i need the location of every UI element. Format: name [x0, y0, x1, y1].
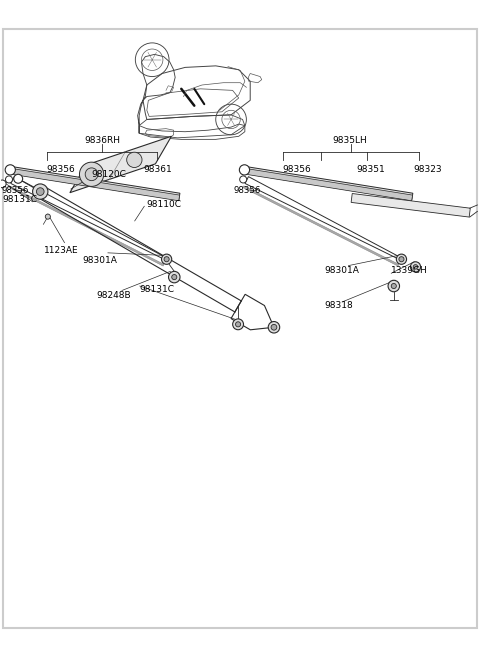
Text: 98301A: 98301A [83, 256, 117, 265]
Text: 98131C: 98131C [2, 195, 37, 204]
Text: 98361: 98361 [143, 165, 172, 174]
Polygon shape [244, 168, 412, 201]
Circle shape [0, 180, 6, 188]
Circle shape [240, 176, 247, 183]
Text: 98318: 98318 [325, 301, 354, 310]
Text: 98356: 98356 [2, 186, 29, 195]
Circle shape [399, 257, 404, 262]
Text: 98301A: 98301A [325, 265, 360, 274]
Circle shape [271, 324, 277, 330]
Circle shape [240, 165, 250, 175]
Circle shape [80, 162, 104, 187]
Circle shape [85, 168, 98, 181]
Circle shape [172, 274, 177, 280]
Text: 98110C: 98110C [146, 200, 181, 209]
Circle shape [164, 257, 169, 262]
Circle shape [5, 176, 12, 183]
Text: 1339GH: 1339GH [391, 265, 428, 274]
Polygon shape [351, 193, 470, 217]
Circle shape [233, 319, 243, 329]
Text: 98351: 98351 [356, 165, 384, 174]
Circle shape [5, 165, 15, 175]
Circle shape [396, 254, 407, 265]
Circle shape [236, 322, 240, 327]
Polygon shape [10, 166, 180, 200]
Text: 98131C: 98131C [140, 285, 175, 293]
Circle shape [388, 280, 399, 291]
Polygon shape [9, 186, 164, 266]
Circle shape [33, 184, 48, 199]
Text: 9836RH: 9836RH [84, 136, 120, 145]
Text: 98323: 98323 [414, 165, 442, 174]
Circle shape [161, 254, 172, 265]
Text: 1123AE: 1123AE [44, 246, 79, 255]
Circle shape [413, 265, 418, 269]
Polygon shape [10, 168, 180, 201]
Text: 98356: 98356 [283, 165, 312, 174]
Circle shape [36, 188, 44, 195]
Text: 98248B: 98248B [96, 291, 131, 300]
Text: 98120C: 98120C [91, 170, 126, 179]
Circle shape [410, 262, 420, 272]
Polygon shape [244, 166, 413, 200]
Text: 9835LH: 9835LH [333, 136, 368, 145]
Text: 98356: 98356 [234, 186, 261, 195]
Circle shape [391, 284, 396, 289]
Circle shape [14, 174, 23, 183]
Circle shape [127, 152, 142, 168]
Circle shape [45, 214, 50, 219]
Polygon shape [70, 136, 171, 193]
Text: 98356: 98356 [47, 165, 75, 174]
Circle shape [268, 322, 280, 333]
Polygon shape [243, 186, 399, 266]
Circle shape [168, 271, 180, 283]
